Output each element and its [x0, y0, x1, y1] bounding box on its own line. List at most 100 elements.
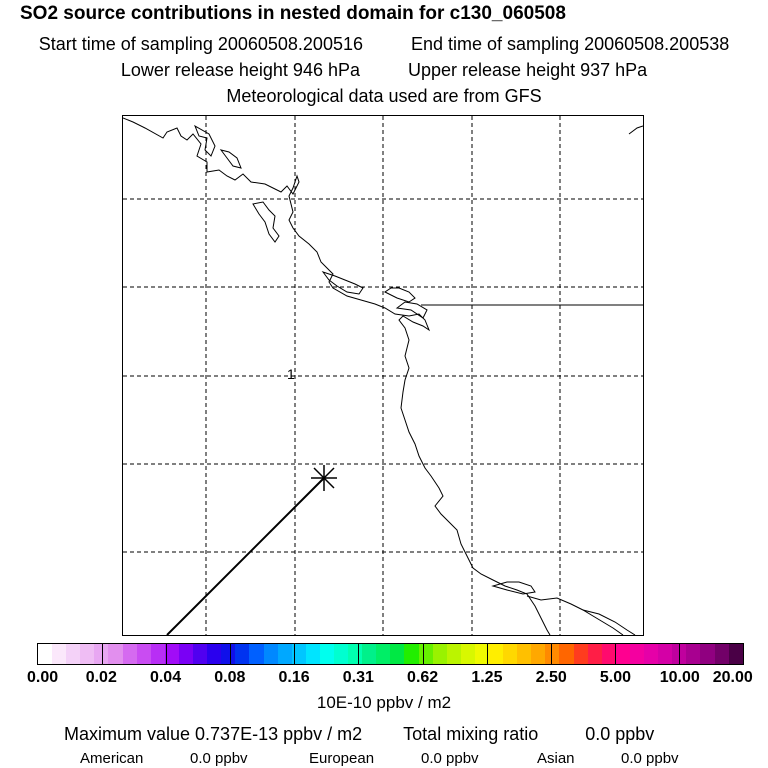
coastlines [123, 117, 643, 635]
grid-lines [123, 116, 643, 635]
colorbar-segment [122, 644, 137, 664]
colorbar-divider [102, 644, 103, 664]
colorbar-segment [615, 644, 630, 664]
sampling-times: Start time of sampling 20060508.200516 En… [0, 34, 768, 55]
colorbar-segment [390, 644, 405, 664]
start-time-label: Start time of sampling 20060508.200516 [38, 34, 363, 54]
colorbar-segment [108, 644, 123, 664]
colorbar-segment [460, 644, 475, 664]
colorbar-tick-label: 2.50 [535, 669, 567, 686]
colorbar-segment [418, 644, 433, 664]
colorbar-segment [531, 644, 546, 664]
colorbar-tick-label: 10.00 [659, 669, 700, 686]
colorbar-divider [230, 644, 231, 664]
colorbar-segment [150, 644, 165, 664]
coastline-northeast-corner [628, 125, 643, 135]
colorbar-divider [423, 644, 424, 664]
colorbar-segment [404, 644, 419, 664]
flight-track [166, 477, 325, 635]
colorbar-segment [136, 644, 151, 664]
total-mixing-label: Total mixing ratio [403, 724, 539, 744]
colorbar-segment [517, 644, 532, 664]
colorbar-segment [333, 644, 349, 664]
colorbar-divider [358, 644, 359, 664]
colorbar-segment [545, 644, 560, 664]
source-value-european: 0.0 ppbv [421, 750, 479, 767]
colorbar-segment [164, 644, 179, 664]
colorbar-segment [348, 644, 363, 664]
coastline-main [123, 117, 551, 635]
colorbar-divider [294, 644, 295, 664]
source-name-american: American [80, 750, 144, 767]
colorbar-segment [658, 644, 673, 664]
colorbar-tick-label: 5.00 [599, 669, 632, 686]
colorbar-tick-label: 0.02 [85, 669, 117, 686]
colorbar-segment [249, 644, 264, 664]
colorbar-tick-label: 0.31 [342, 669, 374, 686]
colorbar-segment [728, 644, 743, 664]
colorbar-segment [38, 644, 53, 664]
colorbar-segment [644, 644, 659, 664]
colorbar-segment [94, 644, 109, 664]
release-heights: Lower release height 946 hPa Upper releas… [0, 60, 768, 81]
colorbar-segment [714, 644, 729, 664]
colorbar-segment [559, 644, 574, 664]
colorbar-segment [432, 644, 447, 664]
upper-release-label: Upper release height 937 hPa [408, 60, 648, 80]
colorbar-segment [193, 644, 208, 664]
max-value-label: Maximum value 0.737E-13 ppbv / m2 [64, 724, 363, 744]
coastline-inlet-1 [219, 149, 242, 169]
colorbar-segment [207, 644, 222, 664]
coastline-bay-south [491, 581, 536, 595]
colorbar-unit: 10E-10 ppbv / m2 [316, 693, 452, 712]
colorbar-divider [679, 644, 680, 664]
total-mixing-value: 0.0 ppbv [585, 724, 655, 744]
contour-label: 1 [287, 366, 295, 382]
source-name-asian: Asian [537, 750, 575, 767]
colorbar-tick-label: 0.16 [278, 669, 310, 686]
colorbar-divider [615, 644, 616, 664]
colorbar-tick-label: 20.00 [712, 669, 753, 686]
source-name-european: European [309, 750, 375, 767]
colorbar-segment [291, 644, 306, 664]
source-breakdown: American 0.0 ppbv European 0.0 ppbv Asia… [0, 750, 768, 768]
colorbar-segment [446, 644, 461, 664]
colorbar-segment [235, 644, 250, 664]
source-value-american: 0.0 ppbv [190, 750, 248, 767]
lower-release-label: Lower release height 946 hPa [120, 60, 360, 80]
colorbar-divider [487, 644, 488, 664]
colorbar-tick-label: 0.08 [214, 669, 246, 686]
colorbar-tick-label: 0.04 [149, 669, 182, 686]
coastline-island-2 [252, 201, 280, 243]
colorbar-tick-label: 1.25 [471, 669, 503, 686]
colorbar [37, 643, 744, 665]
colorbar-divider [551, 644, 552, 664]
colorbar-tick-label: 0.00 [27, 669, 59, 686]
coastline-southeast [526, 595, 624, 635]
colorbar-segment [319, 644, 334, 664]
colorbar-segment [362, 644, 377, 664]
colorbar-segment [700, 644, 715, 664]
colorbar-segment [629, 644, 645, 664]
colorbar-segment [587, 644, 602, 664]
coastline-inlet-east [582, 609, 636, 635]
colorbar-segment [263, 644, 278, 664]
map-title: SO2 source contributions in nested domai… [20, 3, 566, 24]
colorbar-segment [178, 644, 194, 664]
colorbar-segment [376, 644, 391, 664]
receptor-star-marker [311, 465, 337, 491]
colorbar-segment [573, 644, 588, 664]
colorbar-segment [503, 644, 518, 664]
met-data-label: Meteorological data used are from GFS [226, 86, 542, 106]
coastline-strait [384, 287, 416, 303]
source-value-asian: 0.0 ppbv [621, 750, 679, 767]
colorbar-segment [66, 644, 81, 664]
colorbar-divider [166, 644, 167, 664]
colorbar-segment [221, 644, 236, 664]
colorbar-segment [277, 644, 292, 664]
end-time-label: End time of sampling 20060508.200538 [411, 34, 730, 54]
coastline-sound [321, 271, 364, 295]
summary-row: Maximum value 0.737E-13 ppbv / m2 Total … [64, 724, 654, 745]
colorbar-ticks: 0.00 0.02 0.04 0.08 0.16 0.31 0.62 1.25 2.50 5.00… [0, 669, 768, 689]
colorbar-segment [305, 644, 320, 664]
